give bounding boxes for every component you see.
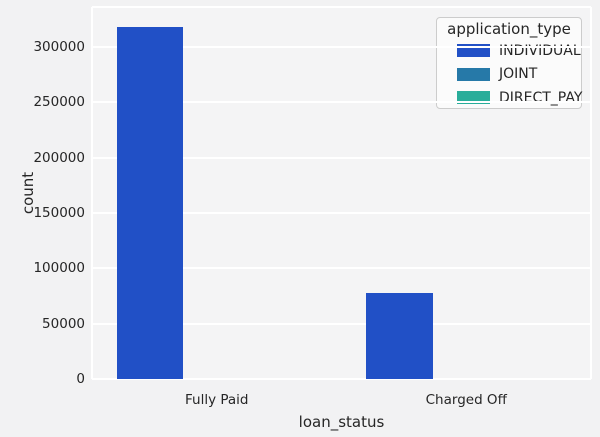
legend-title: application_type xyxy=(447,20,571,38)
plot-edge-right xyxy=(590,7,592,379)
gridline xyxy=(92,267,591,270)
gridline xyxy=(92,322,591,325)
y-tick-label: 200000 xyxy=(33,149,85,166)
y-tick-label: 300000 xyxy=(33,38,85,55)
bar-individual-1 xyxy=(366,292,433,379)
y-tick-label: 100000 xyxy=(33,260,85,277)
gridline xyxy=(92,45,591,48)
legend-entry-joint: JOINT xyxy=(437,63,581,87)
legend: application_type INDIVIDUAL JOINT DIRECT_P… xyxy=(436,17,582,109)
gridline xyxy=(92,378,591,380)
legend-entry-individual: INDIVIDUAL xyxy=(437,39,581,63)
y-tick-label: 150000 xyxy=(33,204,85,221)
plot-edge-top xyxy=(92,6,591,8)
gridline xyxy=(92,101,591,104)
legend-entries: INDIVIDUAL JOINT DIRECT_PAY xyxy=(437,39,583,110)
y-tick-label: 0 xyxy=(76,371,85,387)
y-tick-label: 250000 xyxy=(33,94,85,111)
legend-swatch-icon xyxy=(457,91,490,105)
gridline xyxy=(92,156,591,159)
x-axis-label: loan_status xyxy=(298,413,385,431)
y-tick-label: 50000 xyxy=(42,315,85,332)
x-tick-label: Charged Off xyxy=(425,392,507,408)
legend-entry-label: DIRECT_PAY xyxy=(499,89,583,106)
legend-entry-label: JOINT xyxy=(499,66,538,83)
x-tick-label: Fully Paid xyxy=(185,392,249,408)
legend-swatch-icon xyxy=(457,67,490,81)
gridline xyxy=(92,211,591,214)
plot-edge-left xyxy=(91,7,93,379)
bar-individual-0 xyxy=(116,26,184,379)
legend-entry-direct_pay: DIRECT_PAY xyxy=(437,86,583,110)
